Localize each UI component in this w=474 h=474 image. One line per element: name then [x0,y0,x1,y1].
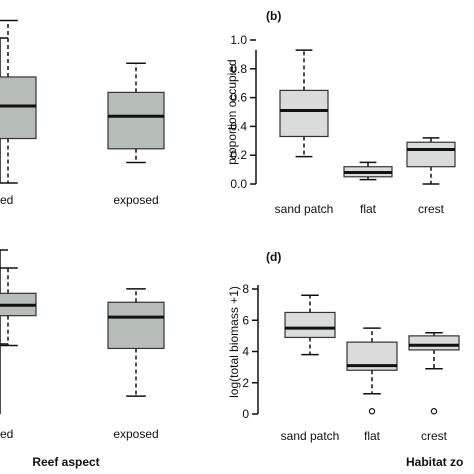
panel-a-box-1-iqr [107,91,165,150]
panel-d-box-2-iqr [408,335,460,351]
panel-d-x-axis-title: Habitat zo [406,455,463,469]
panel-a-cat-label-0: ed [0,193,13,207]
panel-d-box-0-iqr [284,311,336,339]
panel-d-box-2-outlier-0 [430,408,438,415]
panel-d-ytick-label-0: 0 [242,407,249,421]
panel-b-label: (b) [266,9,281,23]
panel-b-box-0-iqr [279,89,329,138]
panel-d-ytick-label-1: 2 [242,376,249,390]
panel-b-cat-label-0: sand patch [275,202,334,216]
panel-b-y-axis-title: proportion occupied [225,59,239,164]
panel-b-ytick-label-2: 0.4 [230,119,247,133]
panel-b-ytick-label-5: 1.0 [230,33,247,47]
panel-c-x-axis-title: Reef aspect [32,455,99,469]
panel-d-ytick-label-2: 4 [242,345,249,359]
panel-b-ytick-label-1: 0.2 [230,148,247,162]
panel-b-cat-label-1: flat [360,202,377,216]
panel-d-label: (d) [266,250,281,264]
panel-a-cat-label-1: exposed [113,193,158,207]
panel-b-ytick-label-0: 0.0 [230,177,247,191]
panel-d-y-axis-title: log(total biomass +1) [227,286,241,398]
panel-a: ed exposed [0,19,165,207]
panel-d-cat-label-2: crest [421,429,448,443]
panel-a-box-0-iqr [0,76,37,140]
panel-d: (d) log(total biomass +1) 0 2 4 6 8 sand pat… [227,250,463,469]
panel-c-box-1-iqr [107,301,165,350]
panel-d-ytick-label-3: 6 [242,313,249,327]
panel-d-cat-label-1: flat [364,429,381,443]
panel-b-ytick-label-4: 0.8 [230,62,247,76]
panel-d-cat-label-0: sand patch [281,429,340,443]
panel-b-cat-label-2: crest [418,202,445,216]
panel-b-ytick-label-3: 0.6 [230,91,247,105]
panel-b: (b) proportion occupied 0.0 0.2 0.4 0.6 0.8 1… [225,9,456,216]
panel-b-box-2-iqr [406,141,456,168]
panel-d-ytick-label-4: 8 [242,282,249,296]
panel-d-box-1-outlier-0 [368,408,376,415]
panel-c: ed exposed Reef aspect [0,249,165,469]
panel-c-cat-label-0: ed [0,427,13,441]
panel-c-cat-label-1: exposed [113,427,158,441]
